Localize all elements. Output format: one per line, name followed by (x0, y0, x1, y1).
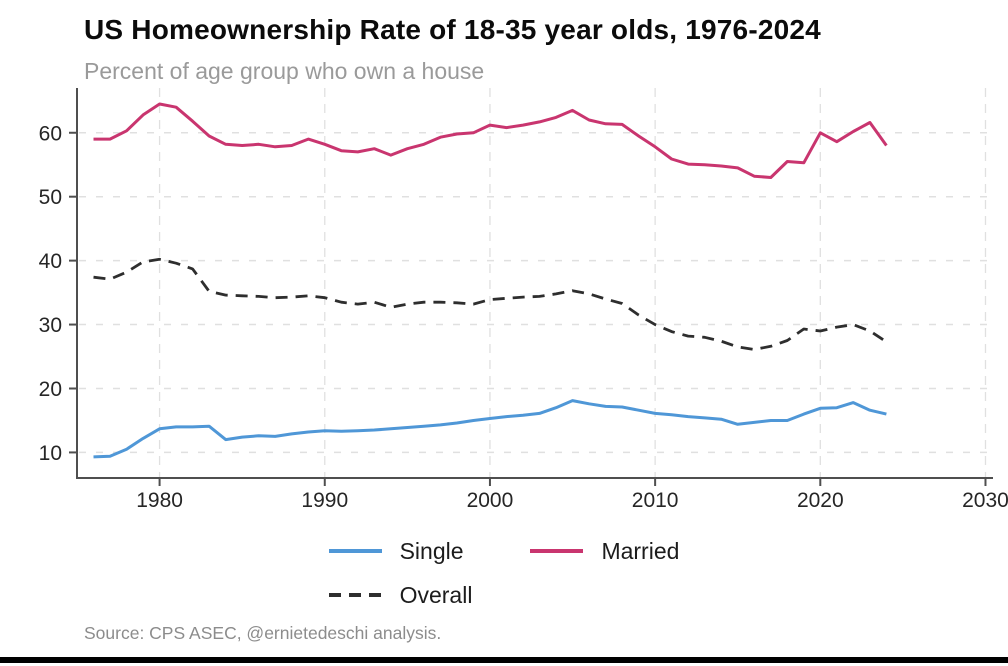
legend-item-single: Single (328, 536, 464, 566)
y-tick-label: 50 (39, 186, 62, 209)
y-tick-label: 40 (39, 250, 62, 273)
x-tick-label: 2000 (467, 489, 514, 512)
x-tick-label: 2030 (962, 489, 1008, 512)
chart-area: 10 20 30 40 50 60 1980 1990 2000 2010 2020 2030 (0, 86, 1008, 520)
legend-item-overall: Overall (328, 580, 473, 610)
series-single-line (93, 399, 887, 459)
y-tick-label: 30 (39, 314, 62, 337)
page-subtitle: Percent of age group who own a house (84, 58, 485, 84)
married-line-swatch-icon (530, 549, 584, 553)
chart-legend: Single Married Overall (0, 536, 1008, 610)
legend-grid: Single Married Overall (328, 536, 679, 610)
x-tick-label: 2020 (797, 489, 844, 512)
overall-dashed-swatch-icon (328, 593, 382, 597)
page-title: US Homeownership Rate of 18-35 year olds… (84, 14, 821, 45)
series-married-line (93, 102, 888, 179)
y-tick-label: 20 (39, 378, 62, 401)
y-tick-label: 60 (39, 122, 62, 145)
legend-label-married: Married (601, 538, 680, 564)
x-tick-label: 2010 (632, 489, 679, 512)
legend-label-overall: Overall (399, 582, 473, 608)
source-text: Source: CPS ASEC, @ernietedeschi analysi… (84, 623, 442, 643)
x-tick-label: 1990 (301, 489, 348, 512)
legend-item-married: Married (530, 536, 679, 566)
series-overall-line (93, 257, 888, 351)
legend-label-single: Single (399, 538, 464, 564)
x-tick-label: 1980 (136, 489, 183, 512)
y-tick-label: 10 (39, 442, 62, 465)
bottom-divider-bar (0, 657, 1008, 663)
single-line-swatch-icon (328, 549, 382, 553)
